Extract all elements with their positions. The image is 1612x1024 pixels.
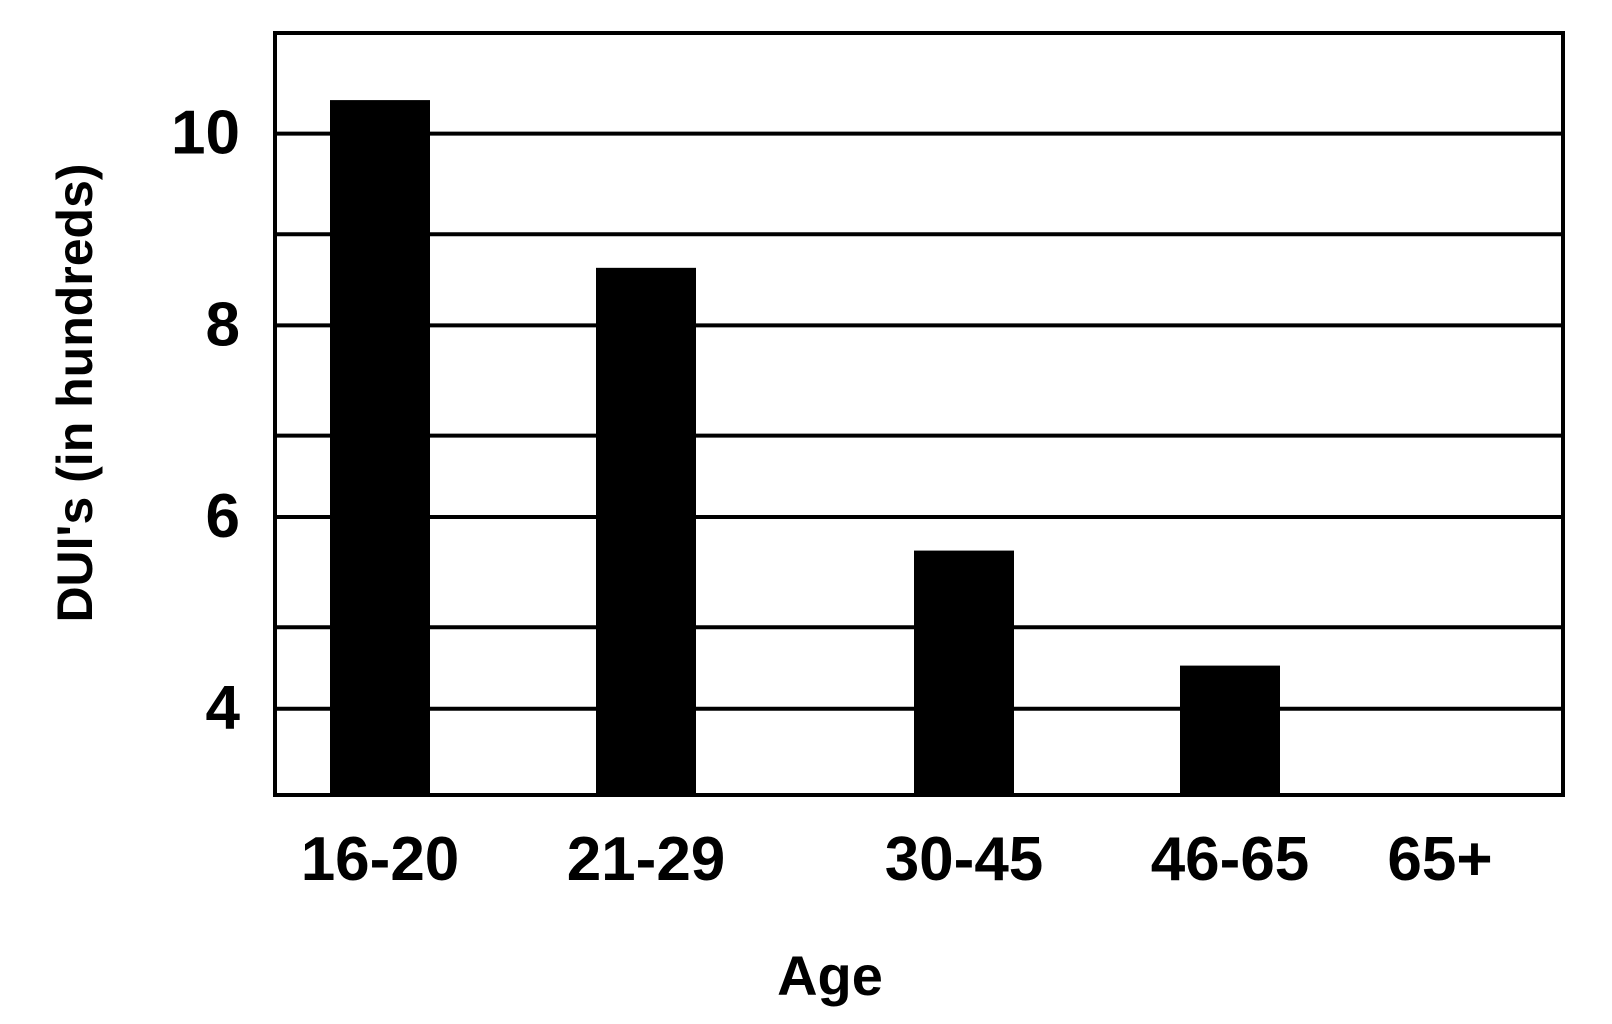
y-tick-labels: 4 6 8 10 [171,99,240,743]
x-tick-label: 46-65 [1151,825,1310,894]
gridlines [275,131,1563,711]
bar-46-65 [1180,665,1280,795]
bars [330,100,1280,795]
plot-frame [273,31,1565,797]
x-axis-label: Age [777,944,883,1007]
x-tick-label: 21-29 [567,825,726,894]
y-tick-label: 10 [171,99,240,168]
bar-30-45 [914,550,1014,795]
x-tick-label: 30-45 [885,825,1044,894]
bar-21-29 [596,267,696,795]
x-tick-labels: 16-20 21-29 30-45 46-65 65+ [301,825,1493,894]
y-axis-label: DUI's (in hundreds) [47,163,103,622]
y-tick-label: 6 [206,482,240,551]
y-tick-label: 4 [206,674,241,743]
y-tick-label: 8 [206,290,240,359]
x-tick-label: 65+ [1387,825,1492,894]
x-tick-label: 16-20 [301,825,460,894]
bar-16-20 [330,100,430,795]
